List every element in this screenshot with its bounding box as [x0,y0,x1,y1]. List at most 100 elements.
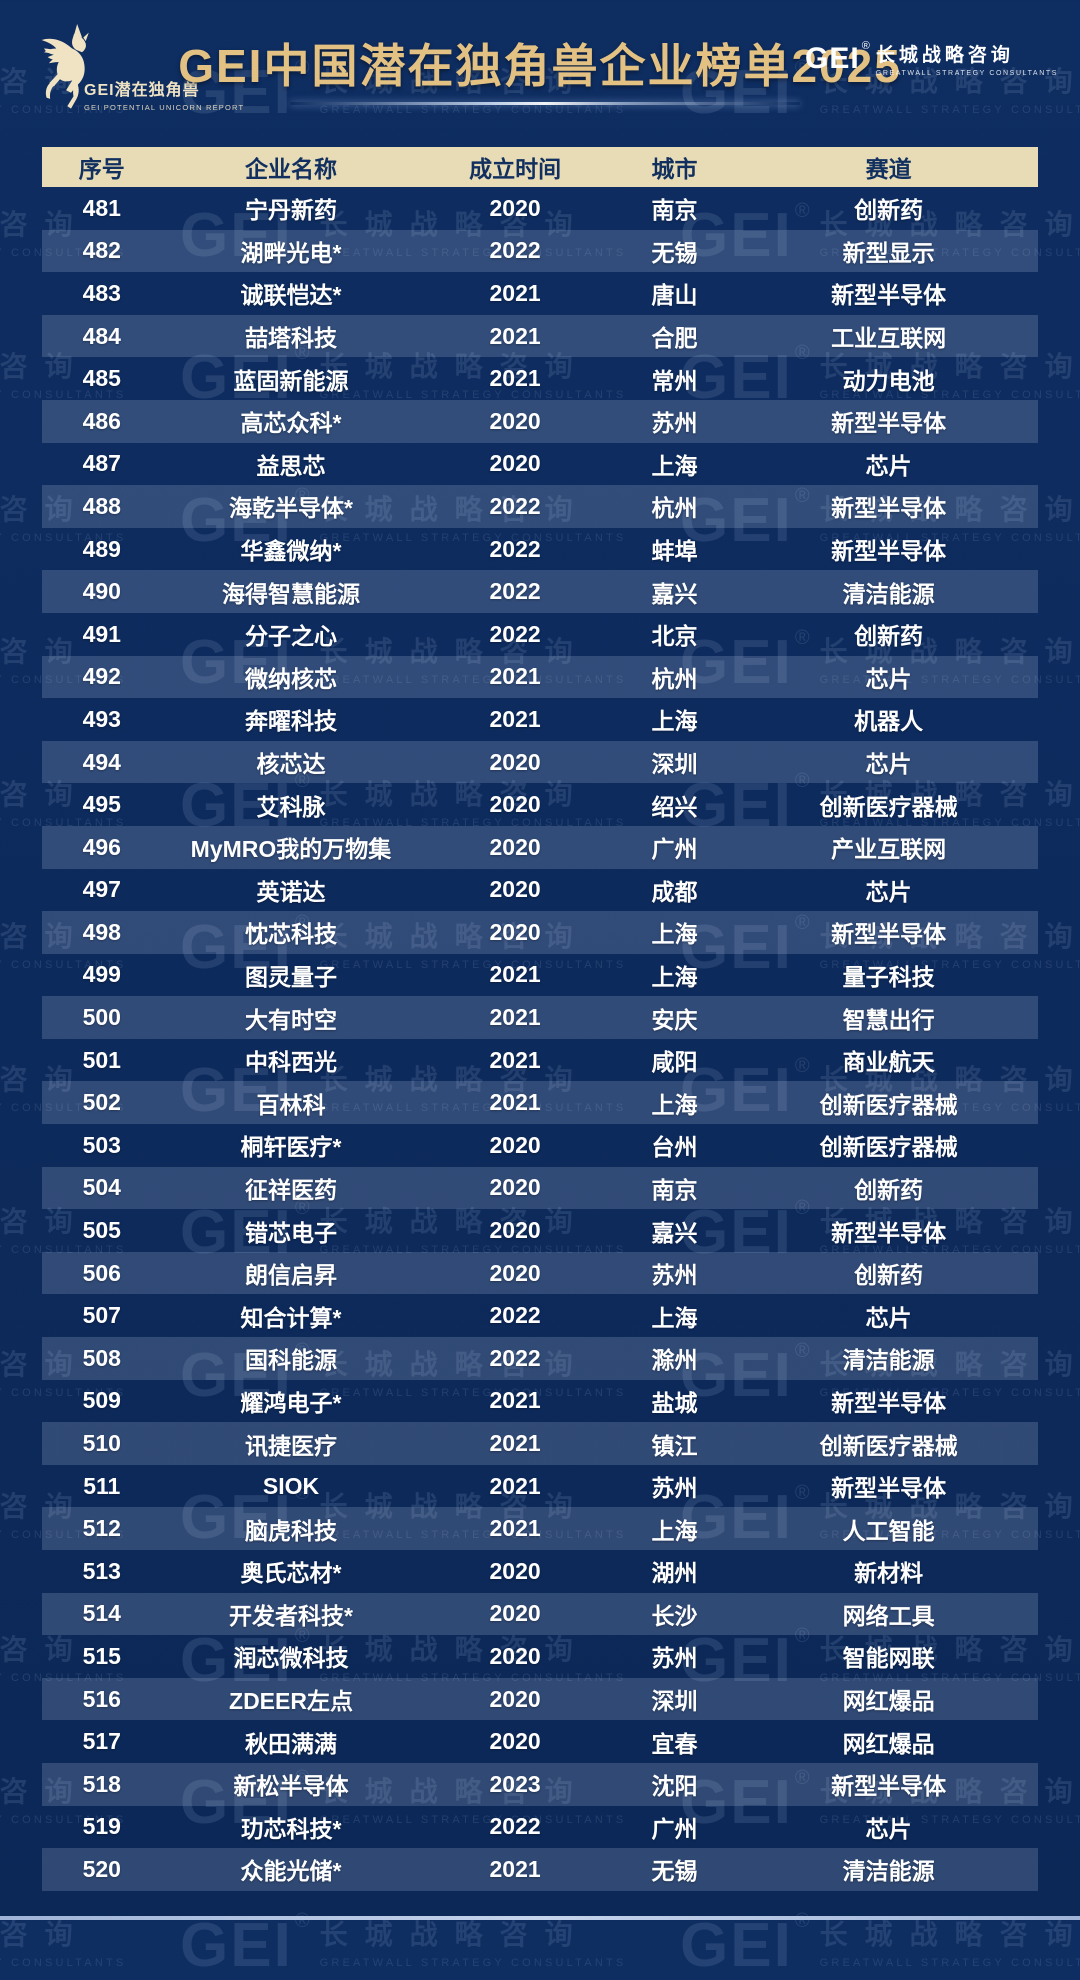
cell-city: 合肥 [651,325,698,352]
cell-company: 忱芯科技 [244,921,337,948]
cell-company: 大有时空 [244,1006,337,1033]
cell-city: 深圳 [651,751,698,778]
cell-company: SIOK [262,1472,320,1499]
cell-rank: 508 [82,1344,121,1371]
table-row: 483 诚联恺达* 2021 唐山 新型半导体 [42,272,1038,315]
cell-rank: 487 [82,450,121,477]
cell-city: 宜春 [651,1730,698,1757]
ranking-table: 序号 企业名称 成立时间 城市 赛道 481 宁丹新药 2020 南京 创新药 … [42,147,1038,1891]
cell-rank: 494 [82,748,121,775]
cell-company: 益思芯 [256,452,326,479]
watermark-brand: GEI [180,1910,293,1980]
cell-rank: 515 [82,1642,121,1669]
cell-company: 蓝固新能源 [233,367,349,394]
table-row: 496 MyMRO我的万物集 2020 广州 产业互联网 [42,825,1038,869]
watermark-cn: 长城战略咨询 [319,1918,590,1950]
table-row: 507 知合计算* 2022 上海 芯片 [42,1294,1038,1337]
cell-company: 高芯众科* [240,410,342,437]
unicorn-icon [41,24,89,109]
cell-track: 创新药 [854,1176,924,1203]
cell-founded: 2021 [489,663,541,690]
cell-company: 百林科 [256,1091,326,1118]
watermark-cn: 长城战略咨询 [819,1918,1080,1950]
cell-rank: 501 [82,1046,121,1073]
cell-city: 滁州 [651,1347,698,1374]
cell-rank: 520 [82,1855,121,1882]
cell-rank: 500 [82,1004,121,1031]
cell-city: 上海 [651,921,698,948]
cell-founded: 2021 [489,705,541,732]
cell-track: 新型半导体 [831,1389,947,1416]
cell-city: 咸阳 [651,1049,698,1076]
cell-company: 国科能源 [244,1347,337,1374]
cell-track: 芯片 [865,1304,912,1331]
table-row: 518 新松半导体 2023 沈阳 新型半导体 [42,1762,1038,1806]
greatwall-logo-en: GREATWALL STRATEGY CONSULTANTS [875,70,1058,77]
cell-rank: 519 [82,1813,121,1840]
cell-rank: 488 [82,492,121,519]
table-row: 511 SIOK 2021 苏州 新型半导体 [42,1465,1038,1508]
table-row: 486 高芯众科* 2020 苏州 新型半导体 [42,399,1038,443]
table-body: 481 宁丹新药 2020 南京 创新药 482 湖畔光电* 2022 无锡 新… [42,187,1038,1891]
table-row: 513 奥氏芯材* 2020 湖州 新材料 [42,1550,1038,1593]
col-header-company: 企业名称 [244,156,337,182]
cell-track: 创新药 [854,197,924,224]
cell-track: 新型半导体 [831,1475,947,1502]
watermark-text: 长城战略咨询 GREATWALL STRATEGY CONSULTANTS [319,1918,627,1969]
cell-track: 芯片 [865,878,912,905]
table-row: 520 众能光储* 2021 无锡 清洁能源 [42,1848,1038,1891]
greatwall-logo-brand: GEI [805,42,860,75]
cell-company: 中科西光 [244,1049,337,1076]
cell-company: 朗信启昇 [244,1262,337,1289]
cell-city: 上海 [651,1517,698,1544]
table-row: 512 脑虎科技 2021 上海 人工智能 [42,1507,1038,1550]
cell-founded: 2022 [489,237,541,264]
cell-company: MyMRO我的万物集 [190,836,392,863]
cell-company: 微纳核芯 [244,665,337,692]
greatwall-logo: GEI ® 长城战略咨询 GREATWALL STRATEGY CONSULTA… [805,41,1058,78]
cell-rank: 492 [82,663,121,690]
table-row: 501 中科西光 2021 咸阳 商业航天 [42,1039,1038,1082]
cell-rank: 490 [82,578,121,605]
cell-track: 动力电池 [842,367,935,394]
cell-founded: 2020 [489,450,541,477]
cell-founded: 2020 [489,1131,541,1158]
cell-founded: 2020 [489,791,541,818]
cell-city: 杭州 [651,495,698,522]
cell-rank: 497 [82,876,121,903]
cell-track: 创新医疗器械 [819,1091,958,1118]
cell-city: 北京 [651,623,698,650]
table-row: 482 湖畔光电* 2022 无锡 新型显示 [42,229,1038,273]
cell-founded: 2020 [489,1557,541,1584]
cell-founded: 2022 [489,578,541,605]
cell-track: 清洁能源 [842,580,935,607]
cell-track: 新型半导体 [831,495,947,522]
cell-founded: 2020 [489,833,541,860]
table-row: 505 错芯电子 2020 嘉兴 新型半导体 [42,1209,1038,1252]
table-row: 484 喆塔科技 2021 合肥 工业互联网 [42,314,1038,358]
watermark-text: 长城战略咨询 GREATWALL STRATEGY CONSULTANTS [819,1918,1080,1969]
table-row: 481 宁丹新药 2020 南京 创新药 [42,187,1038,230]
cell-company: 图灵量子 [244,963,337,990]
cell-rank: 505 [82,1217,121,1244]
title-divider [290,102,800,105]
table-row: 485 蓝固新能源 2021 常州 动力电池 [42,357,1038,400]
cell-track: 芯片 [865,1815,912,1842]
cell-city: 广州 [651,1815,698,1842]
table-row: 488 海乾半导体* 2022 杭州 新型半导体 [42,485,1038,528]
cell-company: 征祥医药 [244,1176,337,1203]
table-row: 489 华鑫微纳* 2022 蚌埠 新型半导体 [42,528,1038,571]
cell-rank: 516 [82,1685,121,1712]
cell-track: 创新医疗器械 [819,1134,958,1161]
cell-track: 网络工具 [842,1602,935,1629]
cell-company: 艾科脉 [256,793,326,820]
cell-city: 苏州 [651,1262,698,1289]
cell-track: 人工智能 [842,1517,935,1544]
watermark-registered-icon: ® [294,1909,310,1932]
watermark-cn: 长城战略咨询 [0,1918,90,1950]
cell-city: 台州 [651,1134,698,1161]
cell-founded: 2020 [489,1642,541,1669]
watermark-en: GREATWALL STRATEGY CONSULTANTS [0,1956,127,1969]
watermark-brand: GEI [680,1910,793,1980]
cell-city: 唐山 [651,282,698,309]
